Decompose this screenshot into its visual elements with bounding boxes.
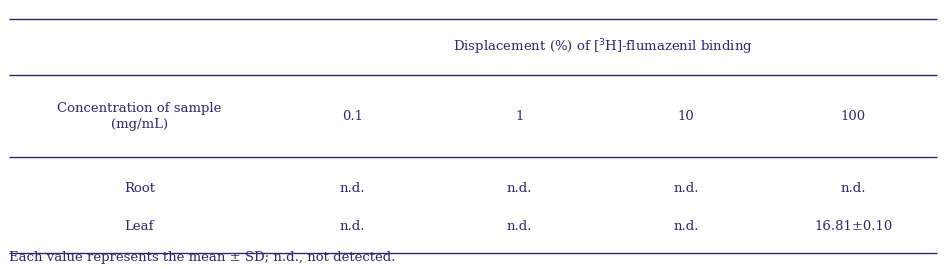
Text: n.d.: n.d. xyxy=(674,183,699,195)
Text: 1: 1 xyxy=(516,110,523,123)
Text: n.d.: n.d. xyxy=(507,183,532,195)
Text: Concentration of sample
(mg/mL): Concentration of sample (mg/mL) xyxy=(57,102,221,131)
Text: 10: 10 xyxy=(678,110,694,123)
Text: n.d.: n.d. xyxy=(674,220,699,233)
Text: 16.81±0.10: 16.81±0.10 xyxy=(814,220,892,233)
Text: n.d.: n.d. xyxy=(507,220,532,233)
Text: Leaf: Leaf xyxy=(125,220,154,233)
Text: 100: 100 xyxy=(841,110,866,123)
Text: n.d.: n.d. xyxy=(340,220,365,233)
Text: Root: Root xyxy=(124,183,155,195)
Text: n.d.: n.d. xyxy=(340,183,365,195)
Text: n.d.: n.d. xyxy=(840,183,866,195)
Text: Each value represents the mean ± SD; n.d., not detected.: Each value represents the mean ± SD; n.d… xyxy=(9,251,396,264)
Text: 0.1: 0.1 xyxy=(342,110,363,123)
Text: Displacement (%) of [$^3$H]-flumazenil binding: Displacement (%) of [$^3$H]-flumazenil b… xyxy=(453,37,753,57)
